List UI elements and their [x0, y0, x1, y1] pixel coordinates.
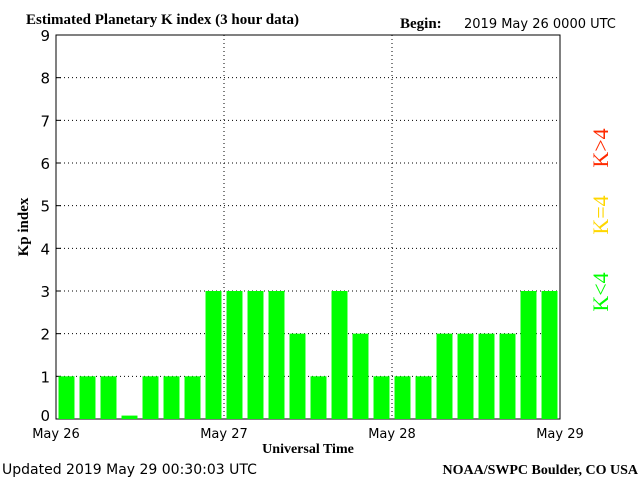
kp-bar — [331, 291, 348, 419]
kp-bar — [58, 376, 75, 419]
kp-bar — [163, 376, 180, 419]
kp-bar — [142, 376, 159, 419]
kp-bar — [121, 415, 138, 419]
y-tick-label: 4 — [40, 240, 50, 258]
y-tick-label: 3 — [40, 283, 50, 301]
legend-k-above-4: K>4 — [588, 128, 613, 167]
bars — [58, 291, 558, 419]
kp-bar — [394, 376, 411, 419]
y-tick-label: 8 — [40, 70, 50, 88]
kp-bar — [541, 291, 558, 419]
kp-bar — [205, 291, 222, 419]
kp-bar — [268, 291, 285, 419]
x-tick-label: May 26 — [32, 427, 80, 442]
plot-area — [55, 34, 561, 420]
legend-k-equal-4: K=4 — [588, 195, 613, 234]
x-tick-labels: May 26 May 27 May 28 May 29 — [32, 427, 584, 442]
kp-bar — [247, 291, 264, 419]
grid-lines — [56, 34, 560, 420]
y-tick-label: 1 — [40, 368, 50, 386]
y-tick-label: 5 — [40, 198, 50, 216]
kp-bar — [373, 376, 390, 419]
kp-bar — [436, 333, 453, 419]
y-tick-labels: 0 1 2 3 4 5 6 7 8 9 — [40, 27, 50, 425]
kp-bar — [79, 376, 96, 419]
y-tick-label: 9 — [40, 27, 50, 45]
x-axis-label: Universal Time — [262, 442, 354, 457]
x-tick-label: May 27 — [200, 427, 248, 442]
kp-bar — [100, 376, 117, 419]
kp-bar — [184, 376, 201, 419]
y-tick-label: 6 — [40, 155, 50, 173]
kp-bar — [226, 291, 243, 419]
begin-label: Begin: — [400, 16, 442, 32]
kp-bar — [352, 333, 369, 419]
x-tick-label: May 28 — [368, 427, 416, 442]
kp-bar — [520, 291, 537, 419]
updated-timestamp: Updated 2019 May 29 00:30:03 UTC — [2, 462, 257, 478]
begin-value: 2019 May 26 0000 UTC — [464, 17, 616, 32]
y-tick-label: 0 — [40, 407, 50, 425]
y-tick-label: 7 — [40, 112, 50, 130]
kp-bar — [310, 376, 327, 419]
kp-bar — [457, 333, 474, 419]
kp-bar — [289, 333, 306, 419]
legend-k-below-4: K<4 — [588, 272, 613, 311]
y-tick-label: 2 — [40, 326, 50, 344]
source-credit: NOAA/SWPC Boulder, CO USA — [442, 463, 638, 478]
x-tick-label: May 29 — [536, 427, 584, 442]
kp-bar — [415, 376, 432, 419]
y-axis-label: Kp index — [16, 197, 32, 256]
chart-title: Estimated Planetary K index (3 hour data… — [26, 12, 299, 28]
kp-bar — [499, 333, 516, 419]
kp-bar — [478, 333, 495, 419]
